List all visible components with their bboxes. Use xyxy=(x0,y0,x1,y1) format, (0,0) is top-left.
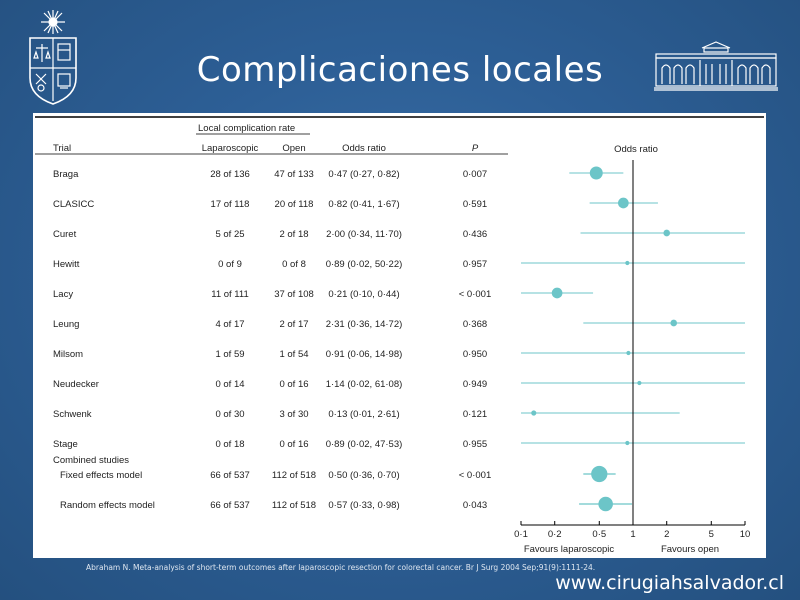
combined-row-odds-ratio: 0·57 (0·33, 0·98) xyxy=(328,500,399,511)
study-row-p-value: 0·368 xyxy=(463,319,487,330)
study-row-odds-ratio: 1·14 (0·02, 61·08) xyxy=(326,379,403,390)
combined-row-open: 112 of 518 xyxy=(272,500,316,511)
study-row-open: 0 of 16 xyxy=(279,379,308,390)
point-estimate-marker xyxy=(598,496,613,512)
header-odds-ratio: Odds ratio xyxy=(342,143,386,154)
point-estimate-marker xyxy=(670,319,678,327)
x-tick-label: 0·1 xyxy=(514,529,528,540)
point-estimate-marker xyxy=(531,410,537,416)
study-row-laparoscopic: 0 of 9 xyxy=(218,259,242,270)
study-row-trial: Braga xyxy=(53,169,79,180)
study-row-trial: Stage xyxy=(53,439,78,450)
study-row-laparoscopic: 1 of 59 xyxy=(215,349,244,360)
study-row-laparoscopic: 4 of 17 xyxy=(215,319,244,330)
study-row-odds-ratio: 0·13 (0·01, 2·61) xyxy=(328,409,399,420)
study-row-open: 0 of 8 xyxy=(282,259,306,270)
study-row-p-value: 0·121 xyxy=(463,409,487,420)
group-header: Local complication rate xyxy=(198,123,295,134)
x-tick-label: 0·2 xyxy=(548,529,562,540)
study-row-laparoscopic: 0 of 30 xyxy=(215,409,244,420)
point-estimate-marker xyxy=(617,197,629,209)
point-estimate-marker xyxy=(589,166,603,180)
study-row-open: 2 of 18 xyxy=(279,229,308,240)
study-row-trial: Curet xyxy=(53,229,77,240)
study-row-odds-ratio: 0·82 (0·41, 1·67) xyxy=(328,199,399,210)
study-row-laparoscopic: 0 of 14 xyxy=(215,379,244,390)
forest-plot: Local complication rate Trial Laparoscop… xyxy=(35,116,764,555)
study-row-laparoscopic: 28 of 136 xyxy=(210,169,250,180)
point-estimate-marker xyxy=(625,440,630,446)
x-tick-label: 10 xyxy=(740,529,751,540)
study-row-laparoscopic: 0 of 18 xyxy=(215,439,244,450)
study-row-odds-ratio: 0·89 (0·02, 47·53) xyxy=(326,439,403,450)
point-estimate-marker xyxy=(626,350,631,356)
study-row-trial: Milsom xyxy=(53,349,83,360)
combined-row-laparoscopic: 66 of 537 xyxy=(210,500,250,511)
study-row-trial: Neudecker xyxy=(53,379,99,390)
combined-row-laparoscopic: 66 of 537 xyxy=(210,470,250,481)
combined-studies-label: Combined studies xyxy=(53,455,129,466)
study-row-p-value: 0·950 xyxy=(463,349,487,360)
study-row-open: 47 of 133 xyxy=(274,169,314,180)
study-row-open: 3 of 30 xyxy=(279,409,308,420)
favours-laparoscopic-label: Favours laparoscopic xyxy=(524,544,615,555)
study-row-laparoscopic: 5 of 25 xyxy=(215,229,244,240)
study-row-laparoscopic: 17 of 118 xyxy=(211,199,250,210)
study-row-trial: CLASICC xyxy=(53,199,94,210)
study-row-p-value: 0·955 xyxy=(463,439,487,450)
combined-row-trial: Fixed effects model xyxy=(60,470,142,481)
study-row-odds-ratio: 0·47 (0·27, 0·82) xyxy=(328,169,399,180)
point-estimate-marker xyxy=(591,465,608,483)
point-estimate-marker xyxy=(663,229,671,237)
header-p: P xyxy=(472,143,479,154)
study-row-odds-ratio: 0·91 (0·06, 14·98) xyxy=(326,349,403,360)
slide-title: Complicaciones locales xyxy=(196,50,604,90)
combined-row-p-value: 0·043 xyxy=(463,500,487,511)
study-row-trial: Hewitt xyxy=(53,259,80,270)
combined-row-odds-ratio: 0·50 (0·36, 0·70) xyxy=(328,470,399,481)
forest-plot-panel: Local complication rate Trial Laparoscop… xyxy=(33,113,766,558)
study-row-odds-ratio: 0·21 (0·10, 0·44) xyxy=(328,289,399,300)
building-logo xyxy=(652,40,780,92)
x-tick-label: 0·5 xyxy=(592,529,606,540)
plot-title: Odds ratio xyxy=(614,144,658,155)
study-row-open: 0 of 16 xyxy=(279,439,308,450)
study-row-open: 20 of 118 xyxy=(275,199,314,210)
x-tick-label: 5 xyxy=(709,529,714,540)
website-url: www.cirugiahsalvador.cl xyxy=(555,572,784,594)
study-row-laparoscopic: 11 of 111 xyxy=(211,289,249,300)
point-estimate-marker xyxy=(637,380,642,386)
study-row-p-value: 0·591 xyxy=(463,199,487,210)
favours-open-label: Favours open xyxy=(661,544,719,555)
citation-text: Abraham N. Meta-analysis of short-term o… xyxy=(86,563,596,572)
combined-row-trial: Random effects model xyxy=(60,500,155,511)
university-crest-logo xyxy=(22,8,84,108)
x-tick-label: 1 xyxy=(630,529,635,540)
study-row-p-value: < 0·001 xyxy=(459,289,492,300)
point-estimate-marker xyxy=(551,287,563,299)
x-tick-label: 2 xyxy=(664,529,669,540)
study-row-trial: Leung xyxy=(53,319,79,330)
study-row-p-value: 0·949 xyxy=(463,379,487,390)
study-row-open: 1 of 54 xyxy=(279,349,308,360)
study-row-p-value: 0·436 xyxy=(463,229,487,240)
study-row-odds-ratio: 2·00 (0·34, 11·70) xyxy=(326,229,402,240)
header-laparoscopic: Laparoscopic xyxy=(202,143,259,154)
header-trial: Trial xyxy=(53,143,71,154)
study-row-trial: Lacy xyxy=(53,289,73,300)
study-row-odds-ratio: 0·89 (0·02, 50·22) xyxy=(326,259,403,270)
study-row-odds-ratio: 2·31 (0·36, 14·72) xyxy=(326,319,403,330)
sun-emblem xyxy=(41,10,65,34)
combined-row-open: 112 of 518 xyxy=(272,470,316,481)
point-estimate-marker xyxy=(625,260,630,266)
study-row-p-value: 0·007 xyxy=(463,169,487,180)
study-row-open: 2 of 17 xyxy=(279,319,308,330)
combined-row-p-value: < 0·001 xyxy=(459,470,492,481)
study-row-trial: Schwenk xyxy=(53,409,92,420)
study-row-p-value: 0·957 xyxy=(463,259,487,270)
header-open: Open xyxy=(282,143,305,154)
study-row-open: 37 of 108 xyxy=(274,289,314,300)
